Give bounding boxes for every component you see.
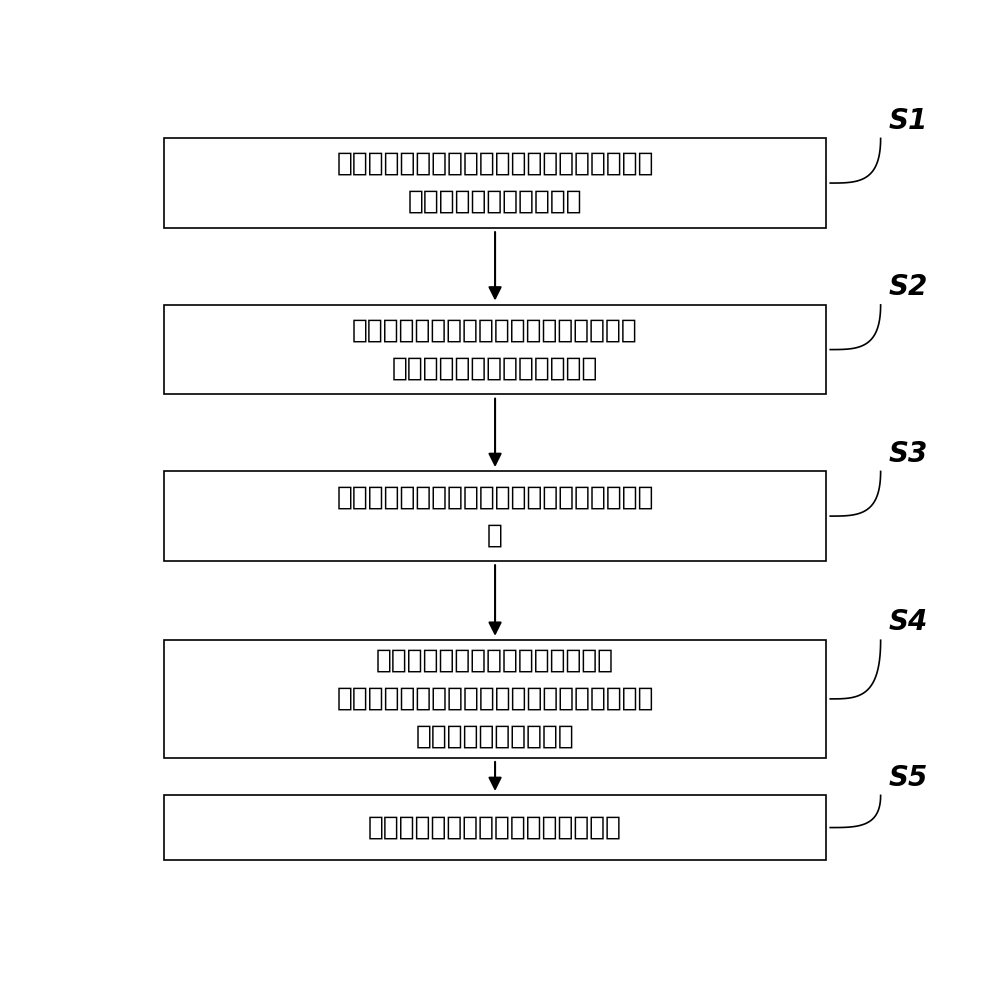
FancyBboxPatch shape [164,640,826,758]
FancyBboxPatch shape [164,305,826,394]
Text: S4: S4 [888,608,928,636]
FancyBboxPatch shape [164,795,826,860]
Text: S2: S2 [888,273,928,301]
FancyBboxPatch shape [164,139,826,228]
Text: 根据同步符号值完成数据符号的同步: 根据同步符号值完成数据符号的同步 [368,815,622,840]
Text: S3: S3 [888,439,928,468]
Text: 对数据符号的峰值点和全部采样点间相差
进行估计处理，得到估计结果: 对数据符号的峰值点和全部采样点间相差 进行估计处理，得到估计结果 [352,318,638,381]
Text: 根据系数对数据符号的全部采样点
进行滤波处理，将数据符号的峰值采样点处的
采样值作为同步符号值: 根据系数对数据符号的全部采样点 进行滤波处理，将数据符号的峰值采样点处的 采样值… [336,648,654,750]
Text: S1: S1 [888,106,928,135]
Text: S5: S5 [888,764,928,791]
Text: 根据估计结果计算全通型分数时延滤波器的系
数: 根据估计结果计算全通型分数时延滤波器的系 数 [336,484,654,549]
FancyBboxPatch shape [164,472,826,560]
Text: 对接收机接收的数字中频信号进行预处理，得
到数据符号的多个采样点: 对接收机接收的数字中频信号进行预处理，得 到数据符号的多个采样点 [336,151,654,215]
